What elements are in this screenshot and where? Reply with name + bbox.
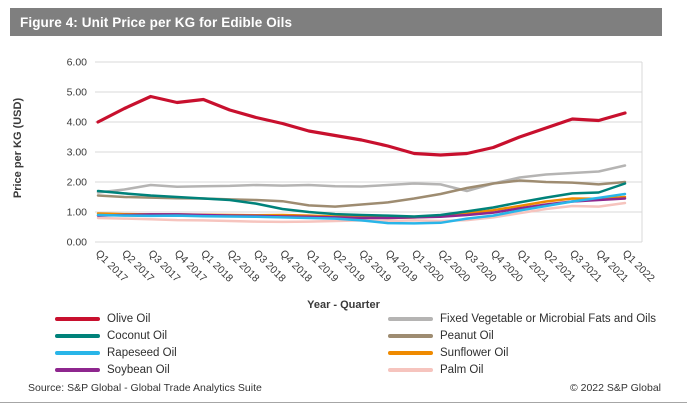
legend-label-soybean-oil: Soybean Oil xyxy=(107,364,170,376)
legend-swatch-sunflower-oil xyxy=(388,351,433,355)
y-tick-label: 2.00 xyxy=(67,177,88,189)
bottom-divider xyxy=(0,402,687,403)
series-line-coconut-oil xyxy=(96,182,627,218)
legend-swatch-palm-oil xyxy=(388,368,433,372)
y-tick-label: 6.00 xyxy=(67,57,88,69)
legend-item-palm-oil: Palm Oil xyxy=(388,363,483,377)
y-tick-label: 0.00 xyxy=(67,237,88,249)
legend-item-coconut-oil: Coconut Oil xyxy=(55,329,167,343)
legend-label-fixed-vegetable-or-microbial-fats-and-oils: Fixed Vegetable or Microbial Fats and Oi… xyxy=(440,313,657,325)
legend-swatch-soybean-oil xyxy=(55,368,100,372)
legend-swatch-coconut-oil xyxy=(55,334,100,338)
copyright-note: © 2022 S&P Global xyxy=(569,382,661,394)
legend-item-soybean-oil: Soybean Oil xyxy=(55,363,170,377)
legend-item-rapeseed-oil: Rapeseed Oil xyxy=(55,346,177,360)
y-tick-label: 1.00 xyxy=(67,207,88,219)
y-tick-label: 3.00 xyxy=(67,147,88,159)
figure-title-bar: Figure 4: Unit Price per KG for Edible O… xyxy=(10,8,662,36)
y-tick-label: 5.00 xyxy=(67,87,88,99)
legend-label-sunflower-oil: Sunflower Oil xyxy=(440,347,509,359)
legend-label-olive-oil: Olive Oil xyxy=(107,313,151,325)
legend-label-coconut-oil: Coconut Oil xyxy=(107,330,168,342)
y-tick-label: 4.00 xyxy=(67,117,88,129)
legend-swatch-fixed-vegetable-or-microbial-fats-and-oils xyxy=(388,317,433,321)
x-axis-title: Year - Quarter xyxy=(307,299,380,311)
legend-item-fixed-vegetable-or-microbial-fats-and-oils: Fixed Vegetable or Microbial Fats and Oi… xyxy=(388,312,656,326)
series-line-olive-oil xyxy=(96,94,627,157)
legend-swatch-olive-oil xyxy=(55,317,100,321)
figure-title: Figure 4: Unit Price per KG for Edible O… xyxy=(20,14,293,30)
source-note: Source: S&P Global - Global Trade Analyt… xyxy=(28,382,262,394)
series-line-rapeseed-oil xyxy=(96,192,627,225)
series-line-fixed-vegetable-or-microbial-fats-and-oils xyxy=(96,164,627,194)
gridlines: 0.00 1.00 2.00 3.00 4.00 5.00 6.00 xyxy=(67,57,643,249)
legend-item-sunflower-oil: Sunflower Oil xyxy=(388,346,508,360)
legend-swatch-rapeseed-oil xyxy=(55,351,100,355)
legend-item-peanut-oil: Peanut Oil xyxy=(388,329,494,343)
legend-label-peanut-oil: Peanut Oil xyxy=(440,330,494,342)
legend-label-palm-oil: Palm Oil xyxy=(440,364,484,376)
legend: Olive Oil Coconut Oil Rapeseed Oil Soybean … xyxy=(0,312,687,378)
legend-swatch-peanut-oil xyxy=(388,334,433,338)
legend-label-rapeseed-oil: Rapeseed Oil xyxy=(107,347,177,359)
legend-item-olive-oil: Olive Oil xyxy=(55,312,150,326)
